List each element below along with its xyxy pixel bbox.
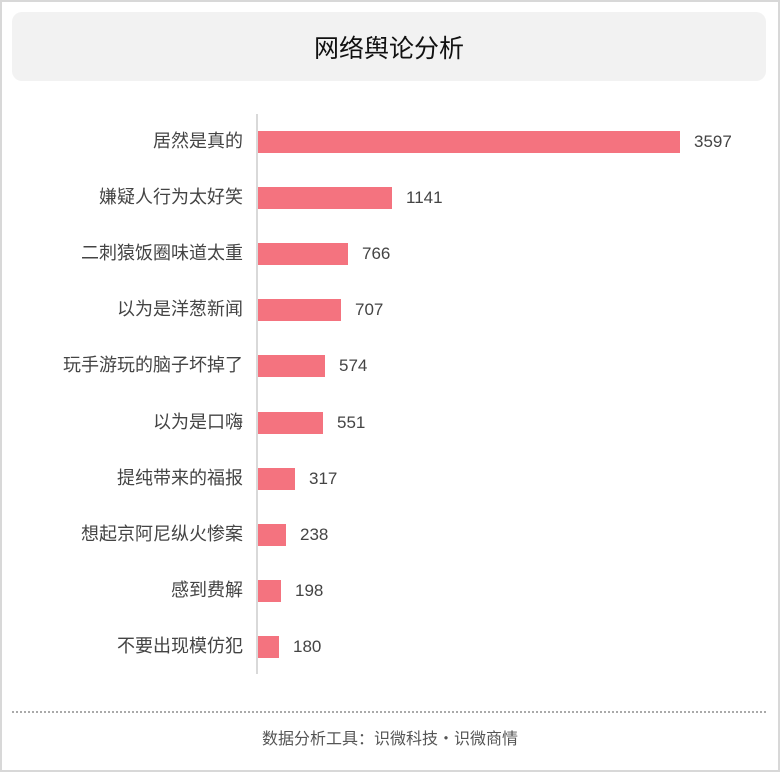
category-label: 嫌疑人行为太好笑 (99, 187, 243, 209)
bar (258, 635, 279, 658)
category-label: 居然是真的 (153, 131, 243, 152)
footer-source: 数据分析工具：识微科技・识微商情 (261, 729, 518, 748)
value-label: 574 (339, 356, 368, 376)
category-label: 想起京阿尼纵火惨案 (81, 523, 243, 545)
chart-title: 网络舆论分析 (12, 12, 766, 81)
value-label: 551 (337, 412, 366, 432)
bar (258, 411, 323, 434)
bar (258, 299, 341, 322)
category-label: 以为是洋葱新闻 (117, 299, 243, 321)
bar-row: 想起京阿尼纵火惨案 238 (0, 523, 780, 546)
bar-row: 感到费解 198 (0, 579, 780, 602)
bar-row: 提纯带来的福报 317 (0, 467, 780, 490)
bar (258, 243, 348, 266)
category-label: 以为是口嗨 (153, 411, 243, 433)
value-label: 238 (300, 524, 329, 544)
bar-row: 以为是洋葱新闻 707 (0, 299, 780, 322)
bar (258, 523, 286, 546)
category-label: 不要出现模仿犯 (117, 635, 243, 657)
value-label: 707 (355, 300, 384, 320)
value-label: 766 (362, 244, 391, 264)
bar-row: 居然是真的 3597 (0, 131, 780, 153)
category-label: 二刺猿饭圈味道太重 (81, 243, 243, 265)
category-label: 感到费解 (171, 579, 243, 601)
bar-row: 嫌疑人行为太好笑 1141 (0, 187, 780, 210)
value-label: 1141 (406, 188, 443, 208)
bar-row: 玩手游玩的脑子坏掉了 574 (0, 355, 780, 378)
bar (258, 131, 680, 153)
category-label: 提纯带来的福报 (117, 467, 243, 489)
bar-row: 以为是口嗨 551 (0, 411, 780, 434)
bar (258, 355, 325, 378)
bar-row: 不要出现模仿犯 180 (0, 635, 780, 658)
bar (258, 467, 295, 490)
footer-divider (12, 711, 766, 713)
bar-row: 二刺猿饭圈味道太重 766 (0, 243, 780, 266)
bar (258, 187, 392, 210)
value-label: 180 (293, 636, 322, 656)
value-label: 3597 (694, 132, 732, 151)
category-label: 玩手游玩的脑子坏掉了 (63, 355, 243, 377)
value-label: 198 (295, 580, 324, 600)
bar (258, 579, 281, 602)
value-label: 317 (309, 468, 338, 488)
y-axis-line (256, 114, 258, 674)
